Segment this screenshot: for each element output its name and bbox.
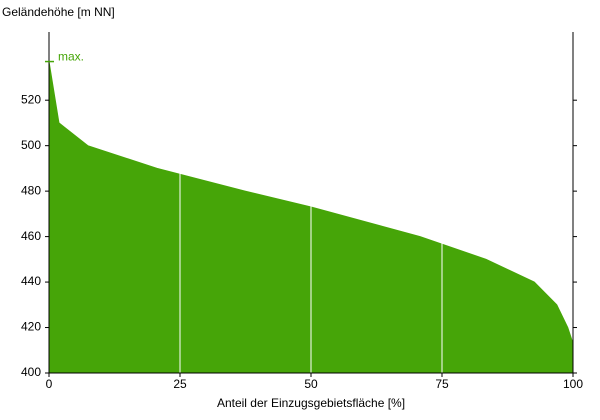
y-tick-label: 460 (21, 229, 41, 243)
x-tick-label: 50 (304, 377, 318, 391)
y-tick-label: 420 (21, 320, 41, 334)
x-tick-label: 0 (46, 377, 53, 391)
y-tick-label: 400 (21, 365, 41, 379)
x-axis-label: Anteil der Einzugsgebietsfläche [%] (217, 396, 405, 410)
annotation: max. (58, 50, 84, 64)
x-tick-label: 25 (173, 377, 187, 391)
x-tick-label: 75 (435, 377, 449, 391)
x-tick-label: 100 (563, 377, 583, 391)
y-tick-label: 520 (21, 92, 41, 106)
y-tick-label: 480 (21, 183, 41, 197)
y-tick-label: 440 (21, 274, 41, 288)
y-axis-label: Geländehöhe [m NN] (2, 5, 115, 19)
y-tick-label: 500 (21, 138, 41, 152)
